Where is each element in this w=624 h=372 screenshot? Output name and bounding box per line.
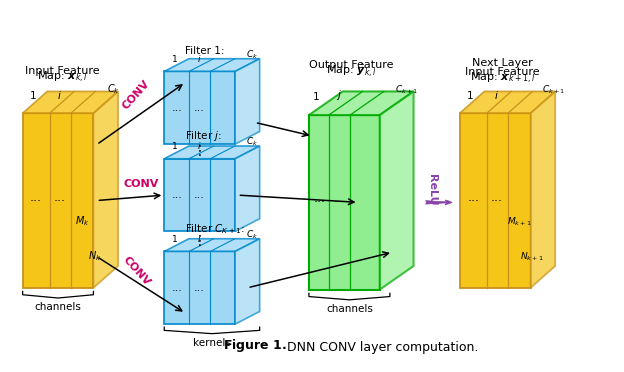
Text: ...: ... [194,283,205,293]
Text: ...: ... [490,190,502,203]
Text: Map: $\boldsymbol{x}_{k,l}$: Map: $\boldsymbol{x}_{k,l}$ [37,70,87,85]
Text: 1: 1 [313,92,319,102]
Text: $i$: $i$ [57,89,62,101]
Text: ...: ... [313,192,326,205]
Text: $M_k$: $M_k$ [75,215,89,228]
Text: ReLU: ReLU [427,174,437,205]
Text: Filter $C_{K+1}$:: Filter $C_{K+1}$: [185,222,245,236]
Text: $M_{k+1}$: $M_{k+1}$ [507,215,532,228]
Text: ...: ... [467,190,479,203]
Text: channels: channels [34,302,82,312]
Text: $C_k$: $C_k$ [107,82,120,96]
Text: $j$: $j$ [336,88,342,102]
Polygon shape [309,115,380,290]
Text: Next Layer: Next Layer [472,58,533,68]
Text: $C_{k+1}$: $C_{k+1}$ [542,83,565,96]
Polygon shape [164,159,235,231]
Text: Input Feature: Input Feature [24,66,99,76]
Text: 1: 1 [467,91,474,101]
Text: $i$: $i$ [494,89,499,101]
Text: Input Feature: Input Feature [466,67,540,77]
Text: $C_k$: $C_k$ [246,48,258,61]
Text: Map: $\hat{\boldsymbol{y}}_{k,l}$: Map: $\hat{\boldsymbol{y}}_{k,l}$ [326,62,376,80]
Polygon shape [380,92,414,290]
Text: ⋮: ⋮ [193,144,207,158]
Text: $i$: $i$ [197,140,202,151]
Text: ...: ... [333,192,345,205]
Text: kernels: kernels [193,338,231,348]
Polygon shape [164,146,260,159]
Text: 1: 1 [30,91,37,101]
Text: ...: ... [172,190,182,200]
Text: ⋮: ⋮ [193,234,207,248]
Polygon shape [164,59,260,71]
Polygon shape [530,92,555,288]
Text: $N_{k+1}$: $N_{k+1}$ [520,250,544,263]
Text: $\mathbf{Figure\ 1.}$: $\mathbf{Figure\ 1.}$ [223,337,286,354]
Text: CONV: CONV [121,255,152,288]
Polygon shape [235,239,260,324]
Text: Filter 1:: Filter 1: [185,46,225,56]
Text: ...: ... [30,190,42,203]
Text: Map: $\boldsymbol{x}_{k+1,l}$: Map: $\boldsymbol{x}_{k+1,l}$ [470,71,535,86]
Polygon shape [164,239,260,251]
Text: Filter $j$:: Filter $j$: [185,129,223,143]
Text: ...: ... [194,103,205,113]
Text: 1: 1 [172,142,178,151]
Text: $i$: $i$ [197,233,202,244]
Polygon shape [164,71,235,144]
Text: CONV: CONV [123,179,158,189]
Text: ...: ... [54,190,66,203]
Text: 1: 1 [172,235,178,244]
Text: DNN CONV layer computation.: DNN CONV layer computation. [288,341,479,354]
Polygon shape [94,92,118,288]
Polygon shape [22,113,94,288]
Text: Output Feature: Output Feature [309,60,393,70]
Text: 1: 1 [172,55,178,64]
Text: $C_k$: $C_k$ [246,228,258,241]
Text: $i$: $i$ [197,53,202,64]
Polygon shape [460,92,555,113]
Text: ...: ... [194,190,205,200]
Text: $C_{k+1}$: $C_{k+1}$ [395,84,418,96]
Text: ...: ... [172,103,182,113]
Polygon shape [164,251,235,324]
Text: $C_k$: $C_k$ [246,135,258,148]
Text: CONV: CONV [121,78,152,112]
Text: channels: channels [326,304,373,314]
Polygon shape [460,113,530,288]
Text: ...: ... [172,283,182,293]
Polygon shape [235,146,260,231]
Text: $N_k$: $N_k$ [88,250,101,263]
Polygon shape [22,92,118,113]
Polygon shape [235,59,260,144]
Polygon shape [309,92,414,115]
